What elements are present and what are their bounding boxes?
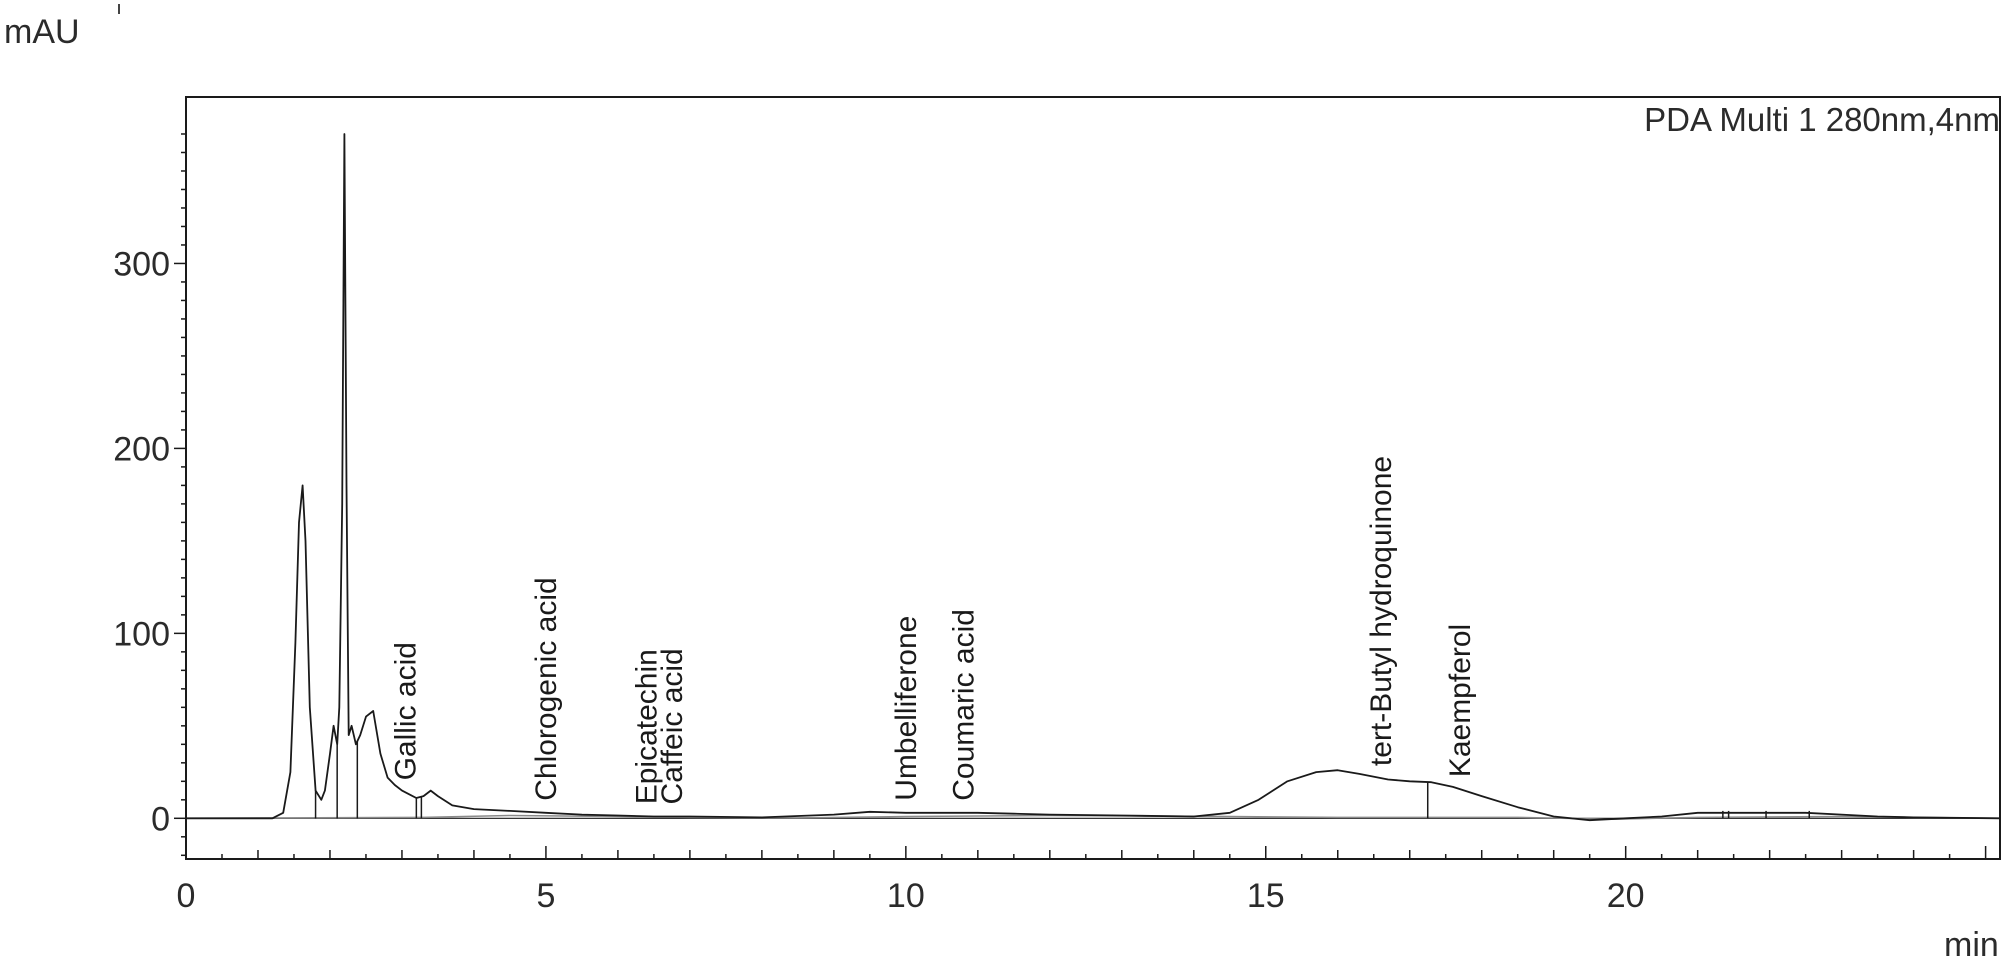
- x-tick-label: 0: [177, 877, 196, 915]
- y-axis-unit: mAU: [4, 13, 80, 51]
- plot-frame: [185, 96, 2001, 860]
- peak-label: Chlorogenic acid: [530, 577, 563, 800]
- axis-ticks: [174, 133, 1987, 859]
- integration-baseline: [185, 814, 2001, 820]
- peak-label: Gallic acid: [390, 642, 423, 780]
- y-tick-label: 200: [113, 430, 170, 468]
- peak-label: Kaempferol: [1444, 624, 1477, 777]
- plot-area: [185, 133, 2001, 822]
- x-tick-label: 20: [1607, 877, 1645, 915]
- signal-trace: [186, 133, 2001, 822]
- peak-label: Epicatechin: [631, 649, 664, 804]
- detector-annotation: PDA Multi 1 280nm,4nm: [1644, 101, 2000, 138]
- x-tick-label: 10: [887, 877, 925, 915]
- y-tick-label: 0: [151, 800, 170, 838]
- x-axis-unit: min: [1944, 926, 1999, 962]
- y-tick-label: 300: [113, 245, 170, 283]
- peak-label: tert-Butyl hydroquinone: [1365, 456, 1398, 766]
- y-tick-label: 100: [113, 615, 170, 653]
- peak-label: Caffeic acid: [656, 648, 689, 804]
- peak-labels: Gallic acid Chlorogenic acid EpicatechinCa…: [390, 456, 1478, 805]
- peak-label: Umbelliferone: [890, 616, 923, 801]
- x-tick-label: 5: [536, 877, 555, 915]
- peak-label: Coumaric acid: [947, 609, 980, 801]
- x-tick-label: 15: [1247, 877, 1285, 915]
